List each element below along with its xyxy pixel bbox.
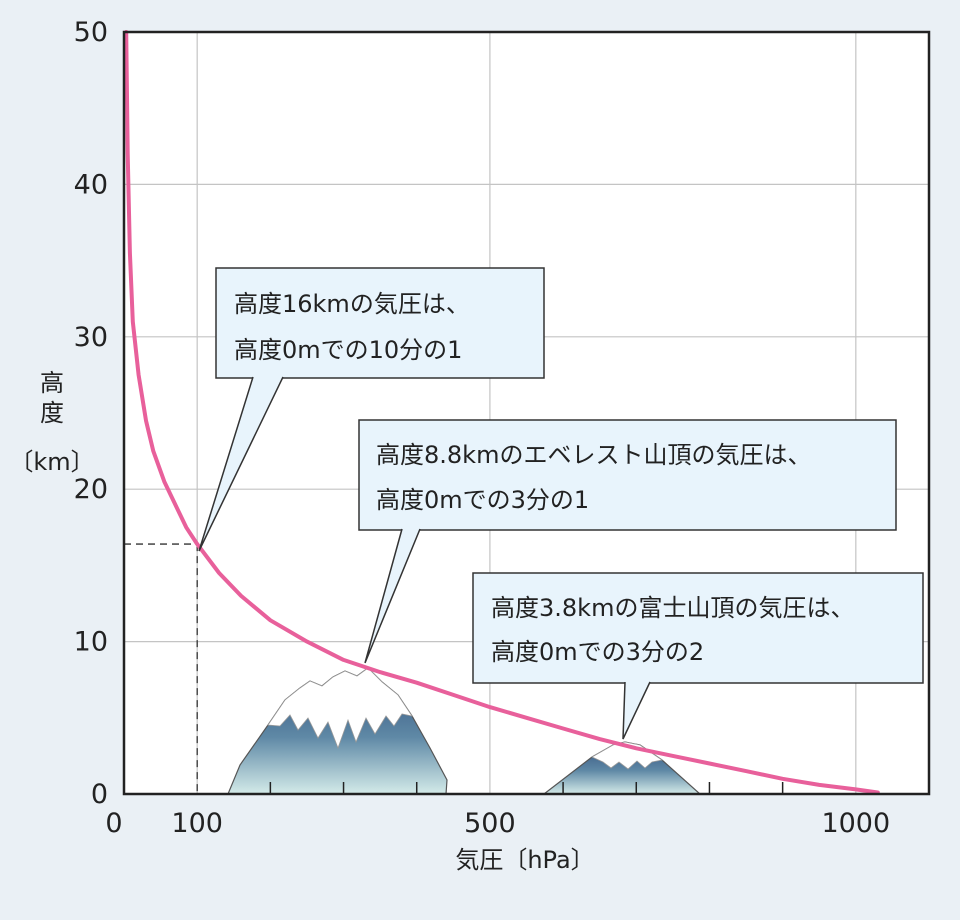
callout-16km-box bbox=[215, 267, 545, 379]
x-tick-label-1000: 1000 bbox=[821, 808, 890, 839]
callout-fuji-line-1: 高度3.8kmの富士山頂の気圧は、 bbox=[491, 594, 854, 622]
callout-16km-pointer bbox=[198, 376, 284, 552]
curve-layer bbox=[124, 30, 880, 795]
callout-everest: 高度8.8kmのエベレスト山頂の気圧は、 高度0mでの3分の1 bbox=[358, 419, 897, 664]
y-tick-label-30: 30 bbox=[74, 322, 108, 353]
x-tick-label-500: 500 bbox=[464, 808, 516, 839]
y-tick-labels: 0 10 20 30 40 50 bbox=[74, 17, 108, 810]
everest-illustration bbox=[227, 667, 448, 795]
y-axis-title-unit: 〔km〕 bbox=[9, 448, 94, 476]
callout-fuji-box bbox=[472, 572, 924, 684]
x-tick-label-100: 100 bbox=[171, 808, 223, 839]
callout-16km-line-2: 高度0mでの10分の1 bbox=[234, 336, 462, 364]
x-tick-labels: 0 100 500 1000 bbox=[105, 808, 890, 839]
y-tick-label-20: 20 bbox=[74, 474, 108, 505]
x-axis-title: 気圧〔hPa〕 bbox=[455, 846, 594, 874]
y-axis-title-char-1: 高 bbox=[40, 369, 64, 397]
y-tick-label-50: 50 bbox=[74, 17, 108, 48]
y-tick-label-40: 40 bbox=[74, 169, 108, 200]
callout-everest-pointer bbox=[364, 528, 421, 664]
fuji-illustration bbox=[542, 741, 702, 795]
series-line-0 bbox=[124, 30, 880, 795]
callout-fuji-pointer bbox=[622, 681, 651, 740]
callout-fuji: 高度3.8kmの富士山頂の気圧は、 高度0mでの3分の2 bbox=[472, 572, 924, 740]
y-tick-label-10: 10 bbox=[74, 627, 108, 658]
callout-fuji-line-2: 高度0mでの3分の2 bbox=[491, 638, 704, 666]
callout-16km: 高度16kmの気圧は、 高度0mでの10分の1 bbox=[198, 267, 545, 552]
plot-frame bbox=[122, 30, 931, 796]
y-axis-title-char-2: 度 bbox=[40, 399, 64, 427]
callout-16km-line-1: 高度16kmの気圧は、 bbox=[234, 290, 470, 318]
callout-everest-line-1: 高度8.8kmのエベレスト山頂の気圧は、 bbox=[376, 441, 811, 469]
x-tick-label-0: 0 bbox=[105, 808, 122, 839]
callout-everest-line-2: 高度0mでの3分の1 bbox=[376, 486, 589, 514]
y-axis-title: 高 度 〔km〕 bbox=[9, 369, 94, 476]
x-minor-ticks bbox=[269, 782, 784, 794]
reference-lines bbox=[124, 543, 198, 794]
y-tick-label-0: 0 bbox=[91, 779, 108, 810]
callout-everest-box bbox=[358, 419, 897, 531]
